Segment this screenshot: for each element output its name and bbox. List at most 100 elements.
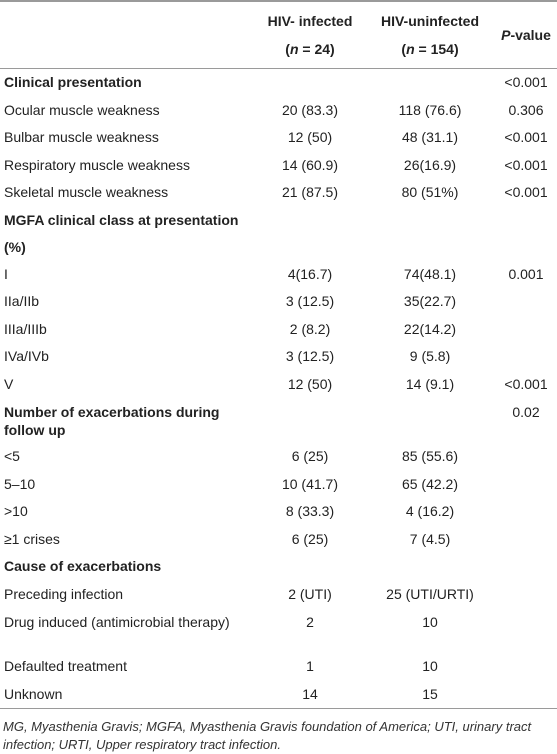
cell: 21 (87.5) <box>281 184 339 200</box>
header-cell: P-value <box>495 1 557 69</box>
cell: 0.02 <box>512 404 540 420</box>
data-row: IIa/IIb 3 (12.5) 35(22.7) <box>0 288 557 316</box>
header-count: = 154) <box>414 41 459 57</box>
cell <box>495 343 557 371</box>
footnote: MG, Myasthenia Gravis; MGFA, Myasthenia … <box>3 719 532 752</box>
data-row: Skeletal muscle weakness 21 (87.5) 80 (51%… <box>0 179 557 207</box>
cell: <0.001 <box>504 156 548 173</box>
row-label: IIa/IIb <box>4 293 40 309</box>
cell: 9 (5.8) <box>409 348 451 364</box>
cell: 25 (UTI/URTI) <box>386 585 474 602</box>
row-label: MGFA clinical class at presentation (%) <box>4 211 239 255</box>
header-n: n <box>289 41 299 57</box>
cell: <0.001 <box>504 184 548 200</box>
cell: 6 (25) <box>291 530 329 547</box>
cell: 35(22.7) <box>403 293 457 309</box>
cell: 1 <box>306 658 314 674</box>
header-cell: HIV- infected (n = 24) <box>255 1 365 69</box>
row-label: >10 <box>4 503 28 519</box>
data-row: 5–10 10 (41.7) 65 (42.2) <box>0 471 557 499</box>
cell: 15 <box>422 685 438 702</box>
data-row: IVa/IVb 3 (12.5) 9 (5.8) <box>0 343 557 371</box>
cell: 22(14.2) <box>403 320 457 337</box>
cell <box>365 398 495 443</box>
cell: 4(16.7) <box>287 265 333 282</box>
header-p: P <box>501 27 511 43</box>
data-row: IIIa/IIIb 2 (8.2) 22(14.2) <box>0 316 557 344</box>
cell: 4 (16.2) <box>405 503 455 519</box>
header-n: n <box>406 41 415 57</box>
cell: 80 (51%) <box>401 184 459 200</box>
cell: 48 (31.1) <box>401 129 459 145</box>
cell <box>255 69 365 97</box>
cell: 14 (60.9) <box>281 156 339 173</box>
section-row: MGFA clinical class at presentation (%) <box>0 207 557 261</box>
data-row: Preceding infection 2 (UTI) 25 (UTI/URTI) <box>0 581 557 609</box>
data-row: ≥1 crises 6 (25) 7 (4.5) <box>0 526 557 554</box>
row-label: IVa/IVb <box>4 348 49 364</box>
cell: <0.001 <box>504 375 548 392</box>
cell <box>365 207 495 261</box>
cell <box>495 681 557 709</box>
data-row: Unknown 14 15 <box>0 681 557 709</box>
data-row: Drug induced (antimicrobial therapy) 2 10 <box>0 608 557 653</box>
cell: 0.306 <box>508 101 544 118</box>
cell <box>365 553 495 581</box>
cell <box>495 608 557 653</box>
row-label: ≥1 crises <box>4 530 60 547</box>
data-row: Ocular muscle weakness 20 (83.3) 118 (76.6… <box>0 97 557 125</box>
header-name: HIV- infected <box>267 13 353 29</box>
header-cell <box>0 1 255 69</box>
data-row: >10 8 (33.3) 4 (16.2) <box>0 498 557 526</box>
cell: 2 (8.2) <box>289 320 331 337</box>
row-label: Cause of exacerbations <box>4 558 162 574</box>
row-label: Unknown <box>4 685 63 702</box>
cell: 8 (33.3) <box>285 503 335 519</box>
row-label: Defaulted treatment <box>4 658 127 674</box>
cell: 12 (50) <box>287 129 333 145</box>
data-row: I 4(16.7) 74(48.1) 0.001 <box>0 261 557 289</box>
header-row: HIV- infected (n = 24) HIV-uninfected (n = … <box>0 1 557 69</box>
header-open: ( <box>401 41 407 57</box>
cell <box>495 207 557 261</box>
cell: 26(16.9) <box>403 156 457 173</box>
header-name: HIV-uninfected <box>380 13 479 29</box>
cell: 7 (4.5) <box>409 530 451 547</box>
row-label: I <box>4 265 8 282</box>
row-label: Ocular muscle weakness <box>4 101 160 118</box>
cell <box>495 553 557 581</box>
section-row: Number of exacerbations during follow up… <box>0 398 557 443</box>
cell <box>495 498 557 526</box>
cell: 12 (50) <box>287 375 333 392</box>
section-row: Cause of exacerbations <box>0 553 557 581</box>
row-label: 5–10 <box>4 475 36 492</box>
table-header: HIV- infected (n = 24) HIV-uninfected (n = … <box>0 1 557 69</box>
cell: <0.001 <box>504 129 548 145</box>
cell <box>255 553 365 581</box>
cell: 65 (42.2) <box>401 475 459 492</box>
cell <box>495 288 557 316</box>
cell: 14 (9.1) <box>405 375 455 392</box>
cell <box>495 471 557 499</box>
cell <box>255 207 365 261</box>
cell: 10 (41.7) <box>281 475 339 492</box>
row-label: Preceding infection <box>4 585 124 602</box>
row-label: Bulbar muscle weakness <box>4 129 159 145</box>
row-label: IIIa/IIIb <box>4 320 47 337</box>
row-label: <5 <box>4 448 20 464</box>
cell: 10 <box>422 614 438 630</box>
table-body: Clinical presentation <0.001 Ocular muscle… <box>0 69 557 709</box>
cell <box>495 526 557 554</box>
header-open: ( <box>285 41 290 57</box>
header-rest: -value <box>510 27 551 43</box>
cell: 20 (83.3) <box>281 101 339 118</box>
cell: 10 <box>422 658 438 674</box>
data-row: Bulbar muscle weakness 12 (50) 48 (31.1) <0… <box>0 124 557 152</box>
row-label: Skeletal muscle weakness <box>4 184 169 200</box>
cell: 14 <box>302 685 318 702</box>
cell <box>495 316 557 344</box>
cell: 6 (25) <box>291 448 329 464</box>
cell: 3 (12.5) <box>285 348 335 364</box>
cell: 0.001 <box>508 265 544 282</box>
